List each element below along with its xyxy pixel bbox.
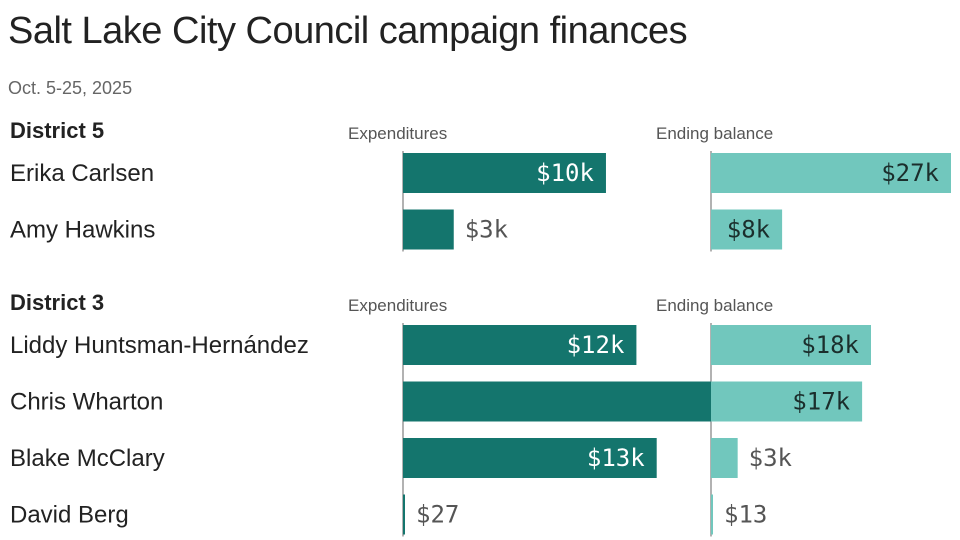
data-label: $3k xyxy=(749,444,793,472)
row-name: Erika Carlsen xyxy=(10,160,154,187)
row-name: David Berg xyxy=(10,502,129,529)
row-name: Liddy Huntsman-Hernández xyxy=(10,332,309,359)
group-title: District 5 xyxy=(10,118,104,143)
bar-expenditures xyxy=(403,209,454,250)
data-label: $18k xyxy=(801,331,859,359)
data-label: $13 xyxy=(724,501,767,529)
data-label: $10k xyxy=(536,159,594,187)
column-header: Ending balance xyxy=(656,124,773,143)
row-name: Blake McClary xyxy=(10,445,165,472)
row-name: Amy Hawkins xyxy=(10,217,155,244)
bar-ending-balance xyxy=(711,325,871,365)
bar-ending-balance xyxy=(711,209,783,250)
bar-expenditures xyxy=(403,153,606,193)
row-name: Chris Wharton xyxy=(10,389,163,416)
bar-ending-balance xyxy=(711,153,951,193)
chart-title: Salt Lake City Council campaign finances xyxy=(8,10,688,52)
chart-subtitle: Oct. 5-25, 2025 xyxy=(8,78,133,98)
data-label: $27k xyxy=(881,159,939,187)
bar-ending-balance xyxy=(711,438,738,478)
data-label: $12k xyxy=(567,331,625,359)
column-header: Expenditures xyxy=(348,296,447,315)
bar-expenditures xyxy=(403,438,657,478)
bar-ending-balance xyxy=(711,381,863,422)
column-header: Ending balance xyxy=(656,296,773,315)
bar-ending-balance xyxy=(711,494,713,535)
bar-expenditures xyxy=(403,325,637,365)
data-label: $17k xyxy=(792,388,850,416)
bar-expenditures xyxy=(403,494,405,535)
data-label: $3k xyxy=(465,216,509,244)
column-header: Expenditures xyxy=(348,124,447,143)
data-label: $27 xyxy=(416,501,459,529)
data-label: $13k xyxy=(587,444,645,472)
group-title: District 3 xyxy=(10,290,104,315)
data-label: $8k xyxy=(727,216,771,244)
